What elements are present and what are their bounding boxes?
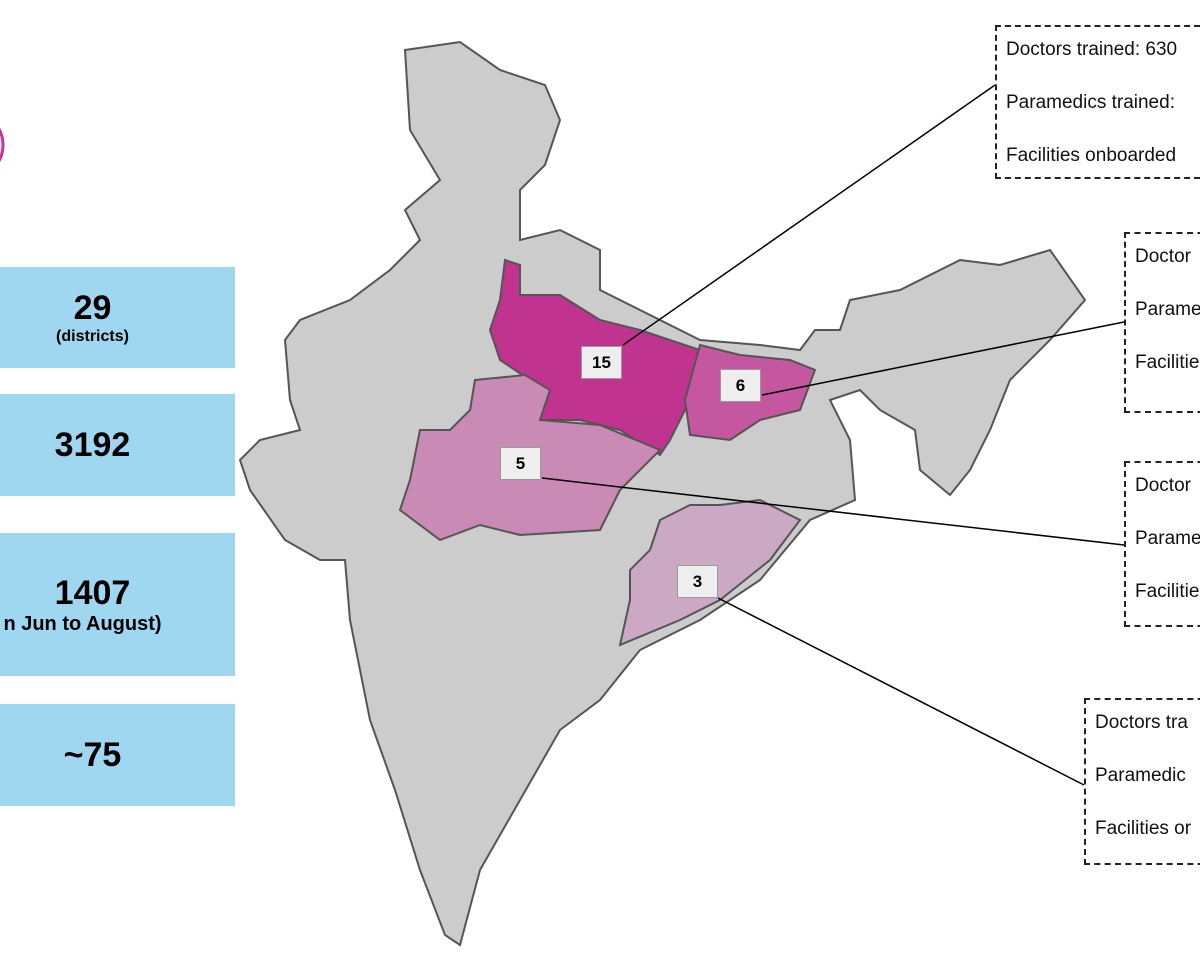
callout-line: Facilitie (1135, 581, 1200, 602)
callout-line: Parame (1135, 528, 1200, 549)
stat-value: 3192 (54, 425, 131, 464)
callout-line: Parame (1135, 299, 1200, 320)
stat-sub: (districts) (56, 328, 129, 345)
stat-sub: n Jun to August) (3, 612, 162, 635)
callout-line: Paramedic (1095, 765, 1186, 786)
callout-line: Doctors trained: 630 (1006, 39, 1178, 60)
region-label-15: 15 (581, 346, 622, 379)
callout-1: Doctors trained: 630 Paramedics trained:… (995, 25, 1200, 179)
stat-districts: 29 (districts) (0, 267, 235, 368)
callout-line: Facilities onboarded (1006, 145, 1177, 166)
leader-line-2 (761, 321, 1125, 396)
callout-3: Doctor Parame Facilitie (1124, 461, 1200, 627)
callout-line: Doctors tra (1095, 712, 1188, 733)
callout-2: Doctor Parame Facilitie (1124, 232, 1200, 413)
india-outline (238, 40, 1087, 947)
callout-line: Facilities or (1095, 818, 1192, 839)
leader-line-1 (622, 84, 996, 346)
stat-3: 1407 n Jun to August) (0, 533, 235, 676)
callout-line: Doctor (1135, 246, 1191, 267)
leader-line-3 (541, 477, 1125, 546)
region-label-3: 3 (677, 565, 718, 598)
stat-2: 3192 (0, 394, 235, 496)
callout-line: Facilitie (1135, 352, 1200, 373)
callout-line: Doctor (1135, 475, 1191, 496)
callout-4: Doctors tra Paramedic Facilities or (1084, 698, 1200, 865)
callout-line: Paramedics trained: (1006, 92, 1175, 113)
stat-value: 29 (73, 289, 112, 327)
stat-value: 1407 (54, 573, 131, 612)
accent-circle (0, 128, 5, 162)
region-label-5: 5 (500, 447, 541, 480)
leader-line-4 (717, 597, 1085, 786)
region-label-6: 6 (720, 369, 761, 402)
stat-4: ~75 (0, 704, 235, 806)
stat-value: ~75 (63, 735, 122, 774)
